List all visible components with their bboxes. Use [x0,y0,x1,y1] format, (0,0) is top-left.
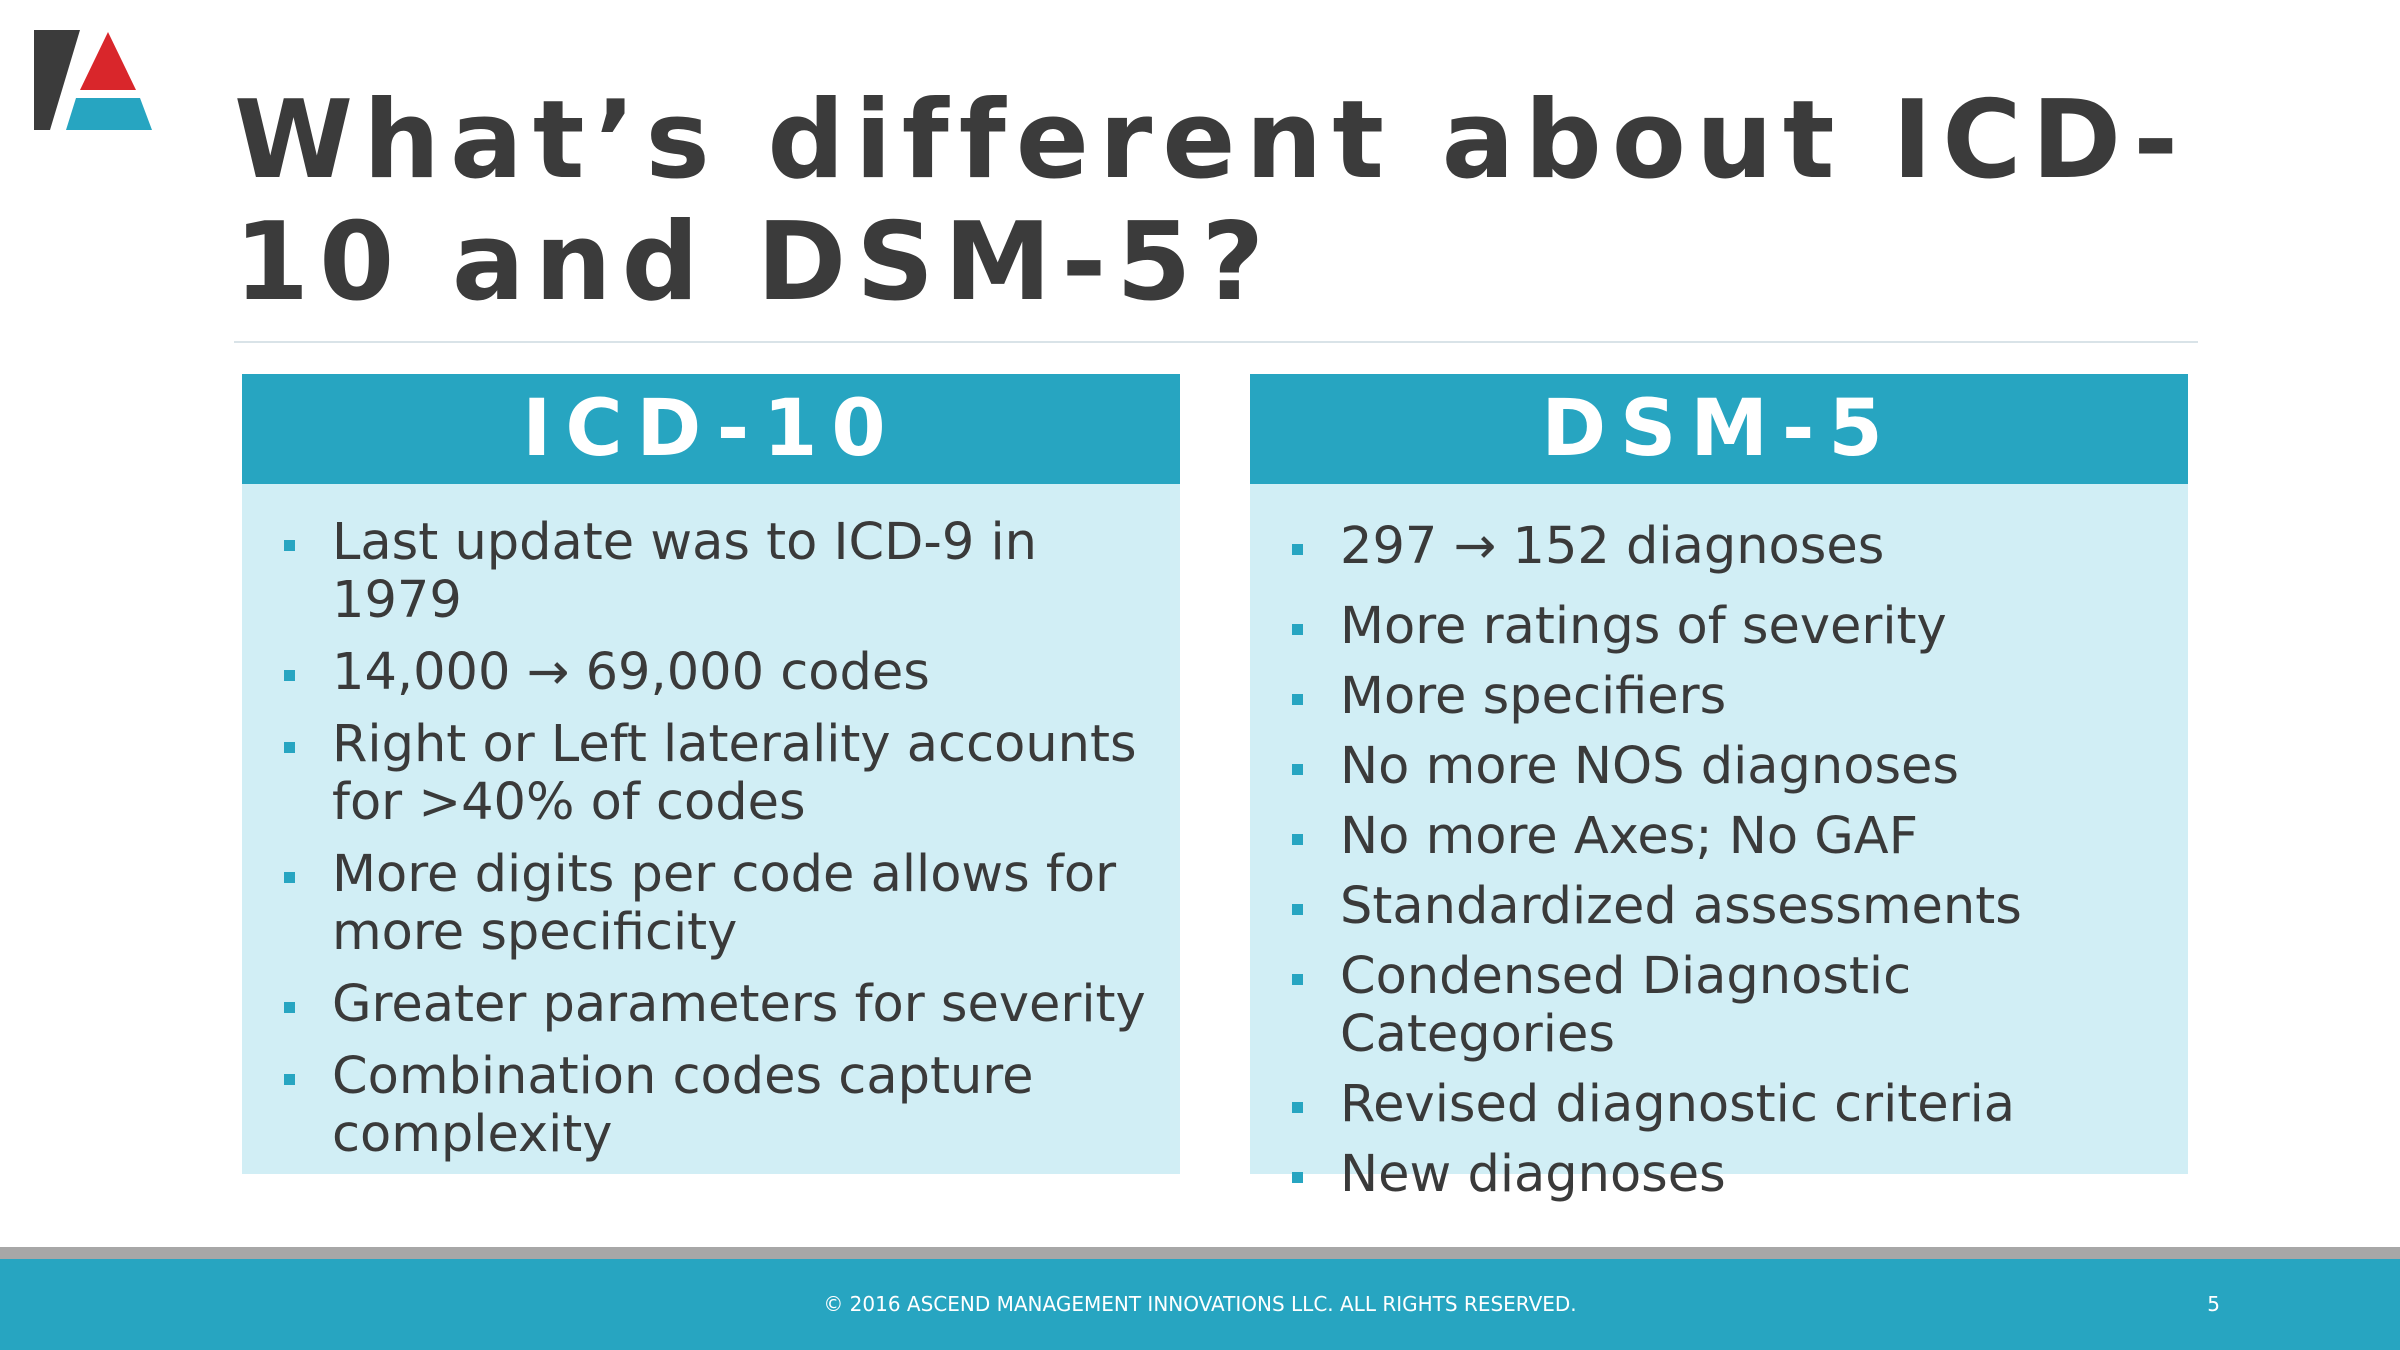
square-bullet-icon [284,670,295,681]
logo-blue-band [66,98,152,130]
list-item: Revised diagnostic criteria [1250,1076,2188,1134]
title-divider [234,341,2198,343]
bullet-text: Standardized assessments [1340,877,2022,936]
list-item: 297 → 152 diagnoses [1250,518,2188,576]
icd10-heading: ICD-10 [242,374,1180,484]
bullet-text: 297 → 152 diagnoses [1340,517,1885,576]
copyright-notice: © 2016 ASCEND MANAGEMENT INNOVATIONS LLC… [823,1292,1577,1316]
square-bullet-icon [1292,834,1303,845]
icd10-bullet-list: Last update was to ICD-9 in 1979 14,000 … [242,484,1180,1164]
bullet-text: More ratings of severity [1340,597,1947,656]
bullet-text: No more Axes; No GAF [1340,807,1919,866]
bullet-text: Combination codes capture complexity [332,1047,1034,1164]
page-number: 5 [2207,1292,2220,1316]
square-bullet-icon [284,1002,295,1013]
square-bullet-icon [1292,694,1303,705]
list-item: Greater parameters for severity [242,976,1180,1034]
bullet-text: New diagnoses [1340,1145,1726,1204]
footer-divider [0,1247,2400,1259]
ascend-logo-icon [34,30,152,130]
square-bullet-icon [1292,904,1303,915]
list-item: More digits per code allows for more spe… [242,846,1180,962]
list-item: More specifiers [1250,668,2188,726]
dsm5-heading: DSM-5 [1250,374,2188,484]
square-bullet-icon [284,872,295,883]
list-item: No more NOS diagnoses [1250,738,2188,796]
bullet-text: Greater parameters for severity [332,975,1146,1034]
list-item: New diagnoses [1250,1146,2188,1204]
square-bullet-icon [284,742,295,753]
list-item: Condensed Diagnostic Categories [1250,948,2188,1064]
logo-dark-stripe [34,30,80,130]
bullet-text: No more NOS diagnoses [1340,737,1959,796]
square-bullet-icon [1292,1102,1303,1113]
bullet-text: More specifiers [1340,667,1727,726]
dsm5-panel: DSM-5 297 → 152 diagnoses More ratings o… [1250,374,2188,1204]
bullet-text: Condensed Diagnostic Categories [1340,947,1912,1064]
bullet-text: Last update was to ICD-9 in 1979 [332,513,1037,630]
bullet-text: More digits per code allows for more spe… [332,845,1117,962]
bullet-text: Right or Left laterality accounts for >4… [332,715,1137,832]
list-item: Last update was to ICD-9 in 1979 [242,514,1180,630]
list-item: Standardized assessments [1250,878,2188,936]
square-bullet-icon [1292,544,1303,555]
slide-title: What’s different about ICD-10 and DSM-5? [234,78,2189,325]
list-item: Combination codes capture complexity [242,1048,1180,1164]
square-bullet-icon [1292,1172,1303,1183]
square-bullet-icon [1292,974,1303,985]
list-item: More ratings of severity [1250,598,2188,656]
list-item: 14,000 → 69,000 codes [242,644,1180,702]
logo-red-triangle [80,32,136,90]
list-item: No more Axes; No GAF [1250,808,2188,866]
square-bullet-icon [284,540,295,551]
slide-footer: © 2016 ASCEND MANAGEMENT INNOVATIONS LLC… [0,1259,2400,1350]
icd10-panel: ICD-10 Last update was to ICD-9 in 1979 … [242,374,1180,1174]
square-bullet-icon [1292,624,1303,635]
square-bullet-icon [1292,764,1303,775]
square-bullet-icon [284,1074,295,1085]
dsm5-bullet-list: 297 → 152 diagnoses More ratings of seve… [1250,484,2188,1204]
bullet-text: 14,000 → 69,000 codes [332,643,930,702]
list-item: Right or Left laterality accounts for >4… [242,716,1180,832]
bullet-text: Revised diagnostic criteria [1340,1075,2016,1134]
